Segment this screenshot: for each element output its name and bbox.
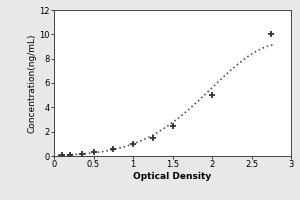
- X-axis label: Optical Density: Optical Density: [134, 172, 212, 181]
- Y-axis label: Concentration(ng/mL): Concentration(ng/mL): [28, 33, 37, 133]
